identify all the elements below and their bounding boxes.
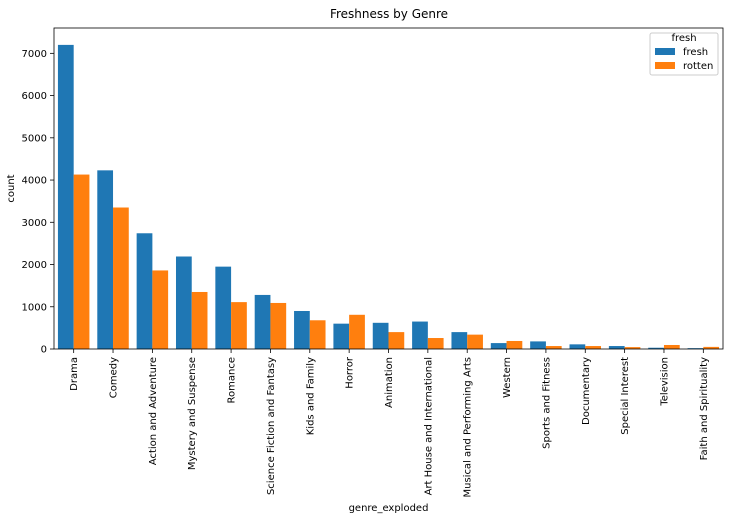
x-tick-label: Horror [345,356,356,389]
y-axis-title: count [6,174,17,202]
bar-rotten-9 [427,338,444,349]
legend-swatch-rotten [655,62,675,69]
x-tick-label: Sports and Fitness [541,357,552,449]
bar-rotten-5 [270,302,287,349]
legend-label-rotten: rotten [683,61,713,72]
y-axis: 0 1000 2000 3000 4000 5000 6000 7000 [22,49,54,356]
bar-fresh-5 [254,294,271,349]
bar-fresh-12 [530,341,546,349]
x-tick-label: Science Fiction and Fantasy [266,357,277,495]
bar-fresh-14 [608,346,625,349]
x-tick-label: Faith and Spirituality [699,357,710,460]
y-tick-label: 3000 [22,218,47,229]
bar-fresh-0 [57,44,74,349]
plot-frame [53,27,724,350]
plot-bars [57,44,720,349]
x-tick-label: Art House and International [423,357,434,495]
y-tick-label: 1000 [22,302,47,313]
x-tick-label: Western [502,357,513,398]
x-tick-label: Mystery and Suspense [187,357,198,470]
bar-rotten-1 [113,207,129,349]
legend-swatch-fresh [655,48,675,55]
x-tick-label: Television [659,357,670,407]
bar-rotten-14 [624,347,641,349]
x-tick-label: Documentary [581,357,592,425]
bar-rotten-8 [388,332,405,349]
legend-label-fresh: fresh [683,47,708,58]
legend: fresh fresh rotten [649,32,719,76]
y-tick-label: 7000 [22,49,47,60]
bar-rotten-3 [191,291,208,349]
bar-fresh-4 [215,266,232,349]
bar-fresh-6 [294,310,310,349]
legend-title: fresh [671,33,696,44]
bar-rotten-10 [467,334,483,349]
bar-fresh-13 [569,344,586,349]
bar-rotten-16 [703,346,720,349]
bar-fresh-7 [333,323,350,349]
y-tick-label: 5000 [22,133,47,144]
x-axis-title: genre_exploded [349,503,429,514]
bar-fresh-11 [490,343,507,349]
x-tick-label: Action and Adventure [148,357,159,465]
bar-fresh-2 [136,233,153,349]
y-tick-label: 4000 [22,176,47,187]
y-tick-label: 0 [41,345,47,356]
bar-rotten-7 [349,314,365,349]
chart-title: Freshness by Genre [330,7,448,21]
x-tick-label: Comedy [109,357,120,398]
x-tick-label: Romance [227,357,238,403]
y-tick-label: 6000 [22,91,47,102]
bar-fresh-3 [175,256,192,349]
bar-rotten-6 [309,320,326,349]
x-tick-label: Drama [69,357,80,391]
bar-rotten-13 [585,346,601,349]
bar-fresh-15 [648,347,664,349]
legend-items: fresh rotten [655,47,713,72]
bar-fresh-16 [687,348,704,349]
bar-rotten-15 [663,344,680,349]
bar-fresh-10 [451,332,468,349]
x-axis: Drama Comedy Action and Adventure Mystery a… [69,349,710,498]
y-tick-label: 2000 [22,260,47,271]
bar-rotten-4 [231,302,247,349]
bar-rotten-0 [73,174,90,349]
x-tick-label: Special Interest [620,357,631,435]
x-tick-label: Kids and Family [305,357,316,435]
bar-fresh-9 [412,321,428,349]
bar-fresh-1 [97,170,114,349]
bar-rotten-2 [152,270,169,349]
bar-rotten-11 [506,340,523,349]
bar-rotten-12 [545,346,562,349]
x-tick-label: Animation [384,357,395,408]
x-tick-label: Musical and Performing Arts [463,357,474,498]
bar-fresh-8 [372,322,389,349]
